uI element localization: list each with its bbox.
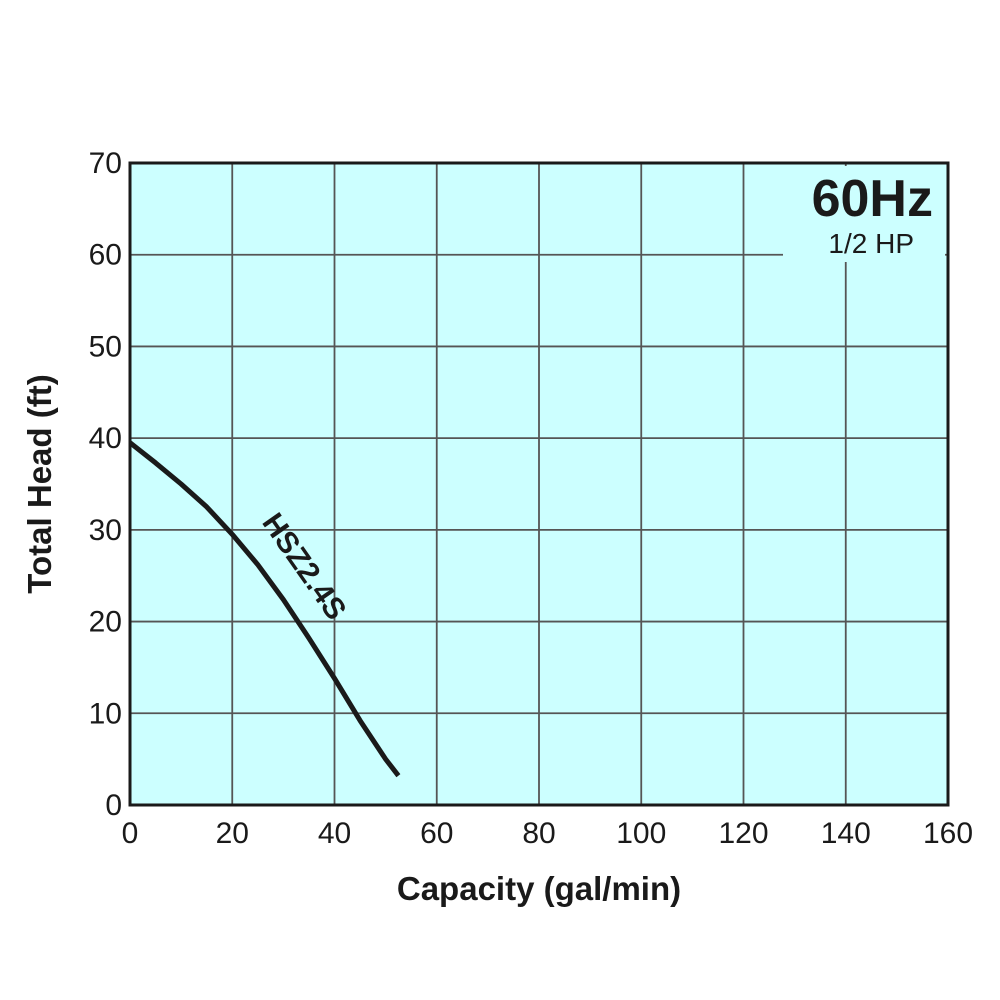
x-tick-label: 20 <box>216 817 249 850</box>
grid-lines <box>130 163 948 805</box>
x-tick-label: 40 <box>318 817 351 850</box>
x-tick-label: 0 <box>122 817 139 850</box>
x-tick-label: 100 <box>616 817 666 850</box>
power-label: 1/2 HP <box>828 228 914 259</box>
frequency-label: 60Hz <box>812 170 933 228</box>
plot-frame <box>128 161 950 807</box>
y-tick-label: 30 <box>89 514 122 547</box>
x-tick-label: 80 <box>522 817 555 850</box>
x-tick-label: 140 <box>821 817 871 850</box>
x-tick-label: 60 <box>420 817 453 850</box>
y-tick-labels: 0 10 20 30 40 50 60 70 <box>89 147 122 822</box>
x-tick-label: 120 <box>718 817 768 850</box>
x-tick-labels: 0 20 40 60 80 100 120 140 160 <box>122 817 973 850</box>
y-tick-label: 60 <box>89 239 122 272</box>
x-tick-label: 160 <box>923 817 973 850</box>
badge-background <box>783 166 945 262</box>
series-line-hsz2-4s <box>128 440 401 778</box>
y-tick-label: 20 <box>89 606 122 639</box>
x-axis-title: Capacity (gal/min) <box>397 870 681 907</box>
y-axis-title: Total Head (ft) <box>21 374 58 593</box>
y-tick-label: 10 <box>89 697 122 730</box>
y-tick-label: 0 <box>105 789 122 822</box>
y-tick-label: 70 <box>89 147 122 180</box>
y-tick-label: 50 <box>89 330 122 363</box>
y-tick-label: 40 <box>89 422 122 455</box>
